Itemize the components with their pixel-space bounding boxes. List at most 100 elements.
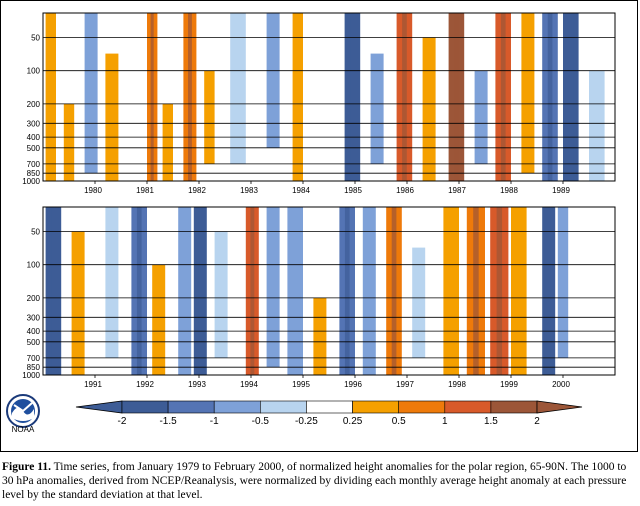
colorbar: -2 -1.5 -1 -0.5 -0.25 0.25 0.5 1 1.5 2 xyxy=(75,400,583,427)
anomaly-band xyxy=(230,13,246,164)
anomaly-band-core xyxy=(344,207,350,375)
anomaly-band xyxy=(443,207,459,375)
anomaly-band xyxy=(152,264,166,375)
anomaly-band xyxy=(287,207,303,375)
anomaly-band-core xyxy=(547,13,553,181)
y-tick-label: 200 xyxy=(27,100,41,109)
x-tick-label: 1989 xyxy=(552,186,570,195)
caption-text: Time series, from January 1979 to Februa… xyxy=(2,461,627,501)
x-tick-label: 1996 xyxy=(344,380,362,389)
anomaly-band xyxy=(521,13,535,174)
anomaly-band-core xyxy=(546,207,551,375)
colorbar-segment xyxy=(213,400,261,414)
colorbar-label: 2 xyxy=(534,416,540,427)
colorbar-label: 1.5 xyxy=(484,416,498,427)
anomaly-band xyxy=(105,207,119,358)
y-tick-label: 500 xyxy=(27,144,41,153)
colorbar-segment xyxy=(444,400,492,414)
panel-top-border xyxy=(42,12,616,182)
anomaly-band-core xyxy=(250,207,255,375)
anomaly-band xyxy=(266,207,280,368)
y-tick-label: 200 xyxy=(27,294,41,303)
anomaly-band-core xyxy=(454,13,459,181)
y-tick-label: 400 xyxy=(27,133,41,142)
anomaly-band xyxy=(45,13,56,181)
x-tick-label: 1992 xyxy=(136,380,154,389)
y-tick-label: 300 xyxy=(27,119,41,128)
x-tick-label: 2000 xyxy=(552,380,570,389)
x-tick-label: 1987 xyxy=(448,186,466,195)
y-tick-label: 700 xyxy=(27,354,41,363)
y-tick-label: 50 xyxy=(31,228,40,237)
x-tick-label: 1999 xyxy=(500,380,518,389)
anomaly-band xyxy=(162,103,173,181)
y-tick-label: 1000 xyxy=(22,371,40,380)
panel-bottom-bands xyxy=(45,207,569,375)
x-tick-label: 1982 xyxy=(188,186,206,195)
noaa-logo-text: NOAA xyxy=(12,425,35,434)
anomaly-band-core xyxy=(568,13,574,181)
anomaly-band xyxy=(362,207,376,375)
colorbar-label: 0.5 xyxy=(392,416,406,427)
anomaly-band xyxy=(422,37,436,181)
figure-caption: Figure 11. Time series, from January 197… xyxy=(2,460,638,502)
colorbar-label: -2 xyxy=(118,416,127,427)
colorbar-segment xyxy=(306,400,353,414)
anomaly-band-core xyxy=(391,207,397,375)
anomaly-band xyxy=(266,13,280,148)
anomaly-band xyxy=(71,231,85,375)
anomaly-band xyxy=(84,13,98,174)
y-tick-label: 100 xyxy=(27,67,41,76)
panel-bottom-background xyxy=(43,207,615,375)
colorbar-label: -1 xyxy=(210,416,219,427)
y-tick-label: 1000 xyxy=(22,177,40,186)
anomaly-band-core xyxy=(51,207,56,375)
x-tick-label: 1986 xyxy=(396,186,414,195)
anomaly-band-core xyxy=(198,207,203,375)
colorbar-segment xyxy=(121,400,169,414)
colorbar-segment xyxy=(259,400,307,414)
anomaly-band xyxy=(412,247,426,358)
anomaly-band-core xyxy=(150,13,154,181)
anomaly-band xyxy=(557,207,569,358)
anomaly-band-core xyxy=(473,207,479,375)
anomaly-band xyxy=(178,207,192,375)
anomaly-band-core xyxy=(500,13,506,181)
figure-frame xyxy=(0,0,638,452)
colorbar-arrow-right xyxy=(536,400,583,414)
x-tick-label: 1998 xyxy=(448,380,466,389)
anomaly-band xyxy=(105,53,119,181)
x-tick-label: 1983 xyxy=(240,186,258,195)
panel-top-background xyxy=(43,13,615,181)
anomaly-band xyxy=(214,231,228,358)
colorbar-label: -0.5 xyxy=(252,416,270,427)
colorbar-label: 1 xyxy=(442,416,448,427)
anomaly-band xyxy=(63,103,75,181)
anomaly-band xyxy=(511,207,527,375)
x-tick-label: 1985 xyxy=(344,186,362,195)
colorbar-arrow-left xyxy=(75,400,123,414)
x-tick-label: 1988 xyxy=(500,186,518,195)
anomaly-band xyxy=(292,13,303,181)
x-tick-label: 1984 xyxy=(292,186,310,195)
anomaly-band-core xyxy=(136,207,142,375)
panel-top-bands xyxy=(45,13,605,181)
x-tick-label: 1995 xyxy=(292,380,310,389)
y-tick-label: 400 xyxy=(27,327,41,336)
colorbar-label: 0.25 xyxy=(343,416,363,427)
anomaly-band-core xyxy=(188,13,192,181)
colorbar-segment xyxy=(490,400,538,414)
anomaly-band xyxy=(313,297,327,375)
anomaly-band xyxy=(308,13,322,124)
x-tick-label: 1993 xyxy=(188,380,206,389)
anomaly-band xyxy=(123,13,134,138)
y-tick-label: 300 xyxy=(27,313,41,322)
y-tick-label: 700 xyxy=(27,160,41,169)
colorbar-segment xyxy=(398,400,446,414)
anomaly-band xyxy=(589,70,605,181)
anomaly-band-core xyxy=(496,207,503,375)
x-tick-label: 1981 xyxy=(136,186,154,195)
